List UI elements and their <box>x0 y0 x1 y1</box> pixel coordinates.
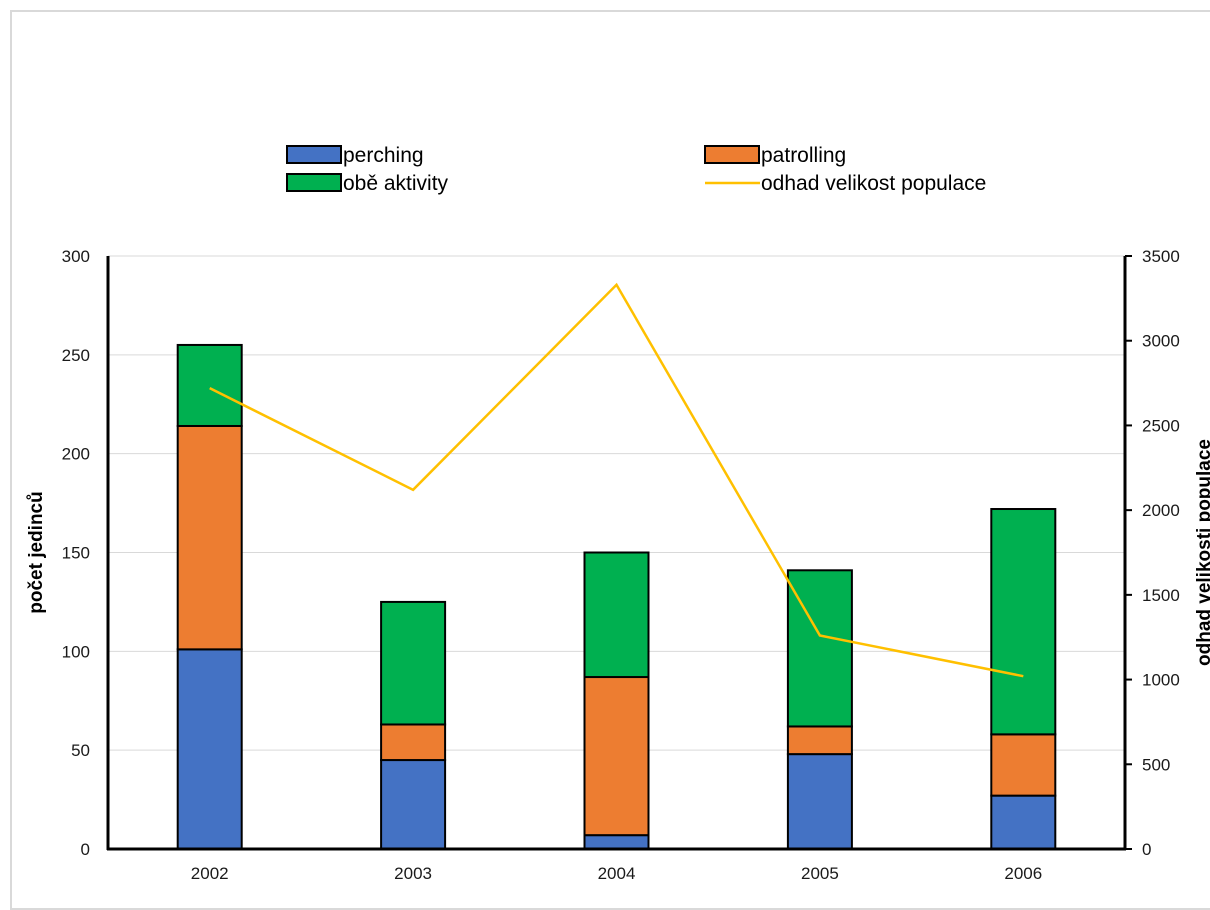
x-tick-label: 2005 <box>801 864 839 883</box>
y-right-axis-title: odhad velikosti populace <box>1194 439 1210 666</box>
y-axis-title: počet jedinců <box>26 491 47 613</box>
line-series-odhad-velikost-populace <box>209 282 1024 678</box>
y-tick-label: 100 <box>62 642 90 661</box>
y-right-tick-label: 2000 <box>1142 501 1180 520</box>
y-right-tick-label: 1000 <box>1142 671 1180 690</box>
bars <box>176 343 1057 851</box>
legend: perching patrolling obě aktivity odhad veli… <box>286 144 986 195</box>
y-right-tick-label: 500 <box>1142 755 1170 774</box>
bar-patrolling-2002 <box>176 424 243 651</box>
legend-label-obě-aktivity: obě aktivity <box>343 172 449 195</box>
y-right-tick-label: 3000 <box>1142 332 1180 351</box>
y-tick-label: 0 <box>81 840 90 859</box>
bar-patrolling-2004 <box>583 676 650 837</box>
x-tick-label: 2006 <box>1004 864 1042 883</box>
y-tick-label: 200 <box>62 445 90 464</box>
bar-perching-2006 <box>990 794 1057 851</box>
y-tick-label: 250 <box>62 346 90 365</box>
bar-obě-aktivity-2002 <box>176 343 243 427</box>
bar-perching-2005 <box>786 753 853 850</box>
x-tick-label: 2002 <box>191 864 229 883</box>
axes <box>106 255 1132 851</box>
bar-perching-2003 <box>380 759 447 850</box>
axis-titles: počet jedinců odhad velikosti populace <box>26 439 1210 666</box>
y-tick-label: 50 <box>71 741 90 760</box>
legend-swatch-patrolling <box>704 145 760 164</box>
chart: 0501001502002503000500100015002000250030… <box>26 144 1210 883</box>
y-right-tick-label: 2500 <box>1142 416 1180 435</box>
legend-swatch-perching <box>286 145 342 164</box>
tick-labels: 0501001502002503000500100015002000250030… <box>62 247 1180 883</box>
legend-swatch-obě-aktivity <box>286 173 342 192</box>
bar-patrolling-2003 <box>380 723 447 762</box>
bar-patrolling-2006 <box>990 733 1057 797</box>
y-right-tick-label: 0 <box>1142 840 1151 859</box>
bar-obě-aktivity-2003 <box>380 600 447 726</box>
population-line <box>209 282 1024 678</box>
legend-label-odhad-velikost-populace: odhad velikost populace <box>761 172 986 195</box>
bar-obě-aktivity-2004 <box>583 551 650 679</box>
y-right-tick-label: 3500 <box>1142 247 1180 266</box>
bar-patrolling-2005 <box>786 725 853 756</box>
y-right-tick-label: 1500 <box>1142 586 1180 605</box>
bar-obě-aktivity-2005 <box>786 569 853 728</box>
y-tick-label: 150 <box>62 544 90 563</box>
legend-label-patrolling: patrolling <box>761 144 846 167</box>
bar-obě-aktivity-2006 <box>990 508 1057 736</box>
bar-perching-2002 <box>176 648 243 851</box>
bar-perching-2004 <box>583 834 650 850</box>
y-tick-label: 300 <box>62 247 90 266</box>
x-tick-label: 2004 <box>598 864 636 883</box>
legend-label-perching: perching <box>343 144 424 167</box>
x-tick-label: 2003 <box>394 864 432 883</box>
